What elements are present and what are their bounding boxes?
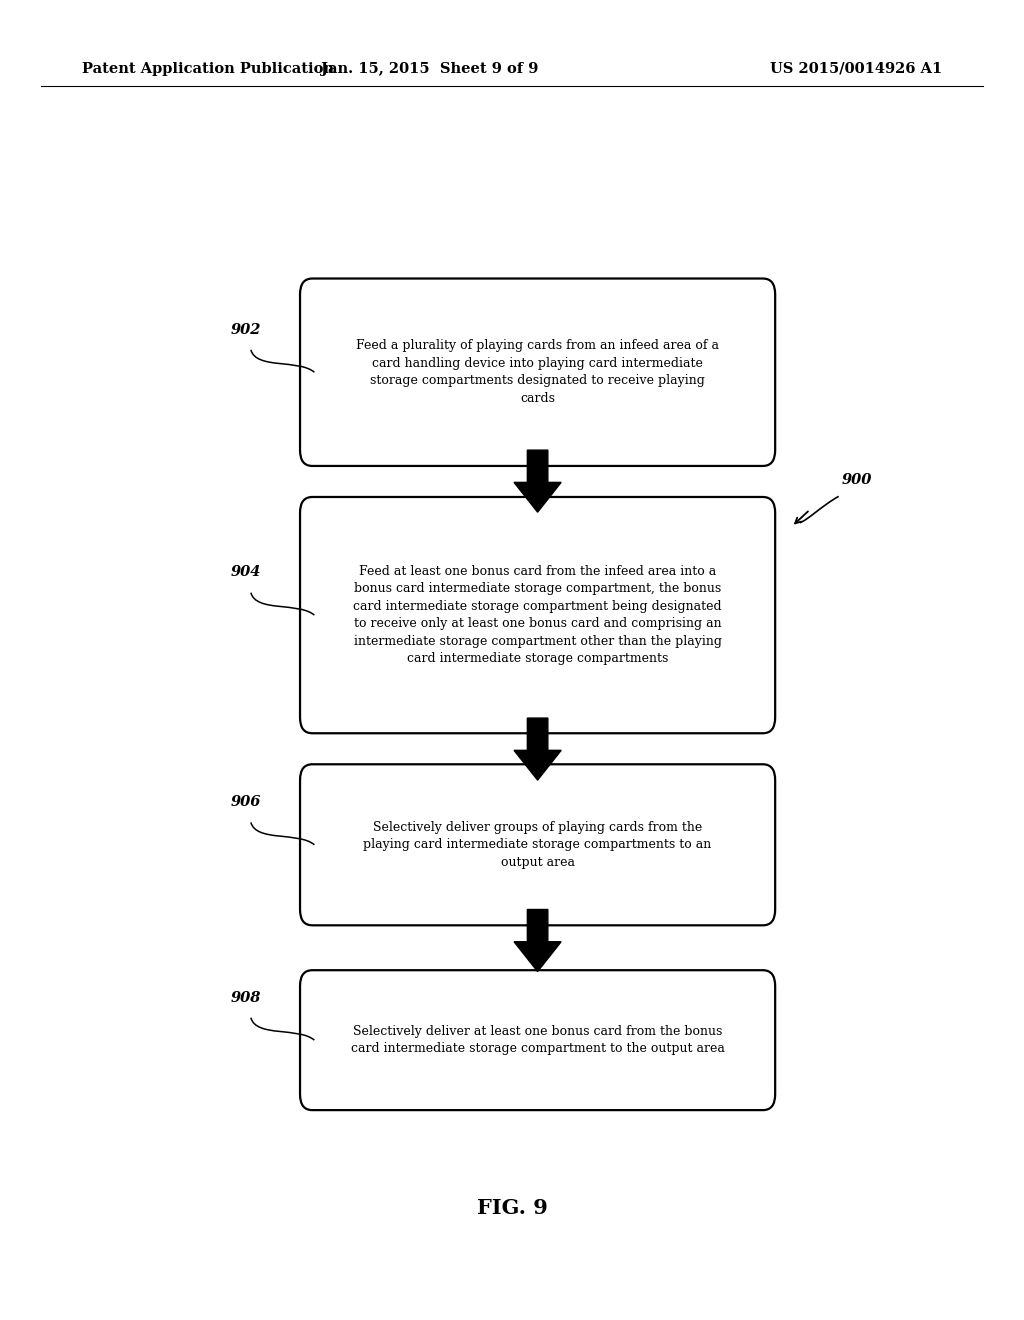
Text: 904: 904	[230, 565, 261, 579]
Text: Jan. 15, 2015  Sheet 9 of 9: Jan. 15, 2015 Sheet 9 of 9	[322, 62, 539, 75]
Text: 906: 906	[230, 795, 261, 809]
Text: 900: 900	[842, 474, 872, 487]
FancyBboxPatch shape	[300, 764, 775, 925]
Text: 908: 908	[230, 990, 261, 1005]
FancyArrow shape	[514, 450, 561, 512]
FancyArrow shape	[514, 909, 561, 972]
Text: Selectively deliver at least one bonus card from the bonus
card intermediate sto: Selectively deliver at least one bonus c…	[350, 1024, 725, 1056]
Text: US 2015/0014926 A1: US 2015/0014926 A1	[770, 62, 942, 75]
Text: FIG. 9: FIG. 9	[476, 1197, 548, 1218]
Text: Feed a plurality of playing cards from an infeed area of a
card handling device : Feed a plurality of playing cards from a…	[356, 339, 719, 405]
FancyBboxPatch shape	[300, 279, 775, 466]
FancyArrow shape	[514, 718, 561, 780]
Text: 902: 902	[230, 322, 261, 337]
Text: Patent Application Publication: Patent Application Publication	[82, 62, 334, 75]
Text: Feed at least one bonus card from the infeed area into a
bonus card intermediate: Feed at least one bonus card from the in…	[353, 565, 722, 665]
FancyBboxPatch shape	[300, 498, 775, 734]
FancyBboxPatch shape	[300, 970, 775, 1110]
Text: Selectively deliver groups of playing cards from the
playing card intermediate s: Selectively deliver groups of playing ca…	[364, 821, 712, 869]
